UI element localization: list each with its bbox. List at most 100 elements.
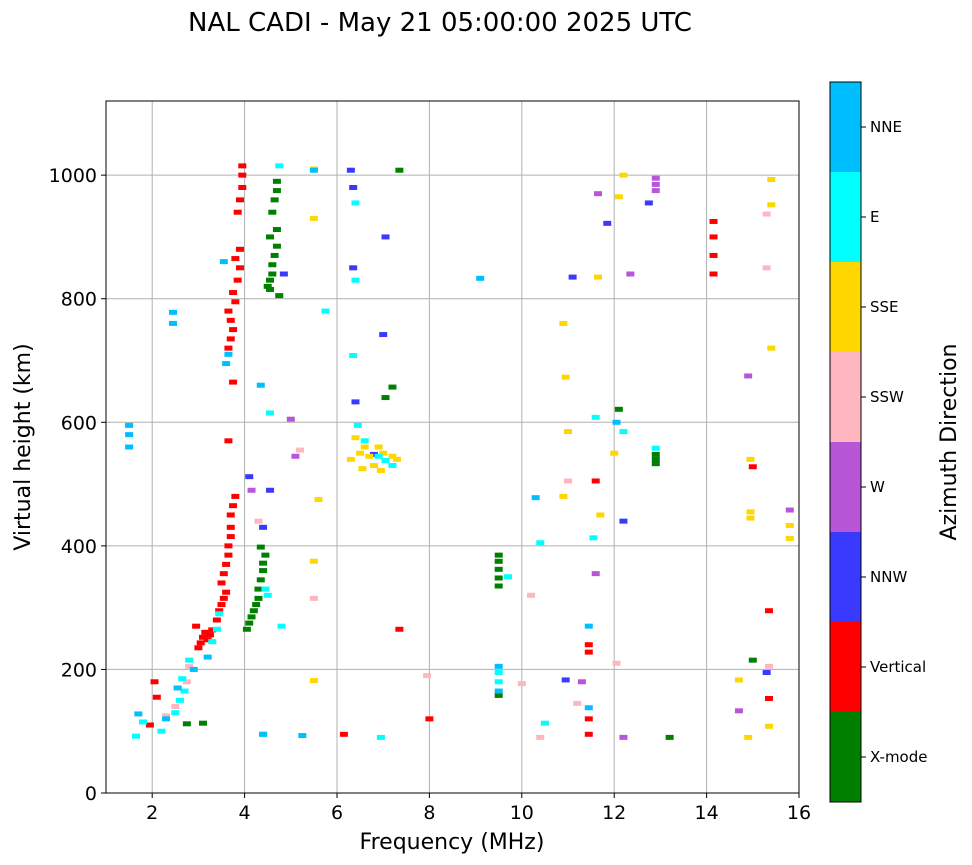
data-point	[168, 320, 177, 326]
data-point	[388, 463, 397, 469]
data-point	[309, 558, 318, 564]
data-point	[256, 544, 265, 550]
data-point	[194, 645, 203, 651]
data-point	[346, 167, 355, 173]
data-point	[162, 716, 171, 722]
y-tick-label: 800	[61, 289, 97, 311]
data-point	[132, 733, 141, 739]
x-axis: 2 4 6 8 10 12 14 16	[146, 793, 811, 824]
data-point	[261, 552, 270, 558]
data-point	[494, 566, 503, 572]
data-point	[734, 708, 743, 714]
data-point	[365, 453, 374, 459]
data-point	[651, 188, 660, 194]
data-point	[559, 320, 568, 326]
data-point	[584, 731, 593, 737]
data-point	[561, 374, 570, 380]
data-point	[203, 637, 212, 643]
y-tick-label: 400	[61, 536, 97, 558]
data-point	[651, 175, 660, 181]
data-point	[235, 246, 244, 252]
data-point	[762, 211, 771, 217]
data-point	[564, 429, 572, 435]
data-point	[395, 167, 404, 173]
data-point	[746, 509, 755, 515]
chart-title: NAL CADI - May 21 05:00:00 2025 UTC	[188, 8, 692, 38]
data-point	[215, 611, 224, 617]
data-point	[229, 290, 238, 296]
data-point	[222, 561, 231, 567]
data-point	[134, 711, 143, 717]
data-point	[709, 271, 718, 277]
data-point	[369, 451, 378, 457]
data-point	[644, 200, 653, 206]
colorbar-tick-label: X-mode	[870, 748, 927, 766]
data-point	[709, 218, 718, 224]
data-point	[767, 176, 776, 182]
data-point	[272, 243, 281, 249]
data-point	[351, 399, 360, 405]
data-point	[249, 608, 258, 614]
data-point	[171, 704, 180, 709]
data-point	[261, 586, 270, 592]
data-point	[589, 535, 598, 541]
data-point	[374, 453, 383, 459]
data-point	[235, 265, 244, 271]
data-point	[226, 534, 235, 540]
data-point	[351, 435, 360, 441]
data-point	[270, 197, 279, 203]
data-point	[233, 277, 242, 283]
data-point	[764, 608, 773, 614]
data-point	[157, 728, 166, 734]
data-point	[561, 677, 570, 683]
data-point	[568, 274, 577, 280]
data-point	[224, 543, 233, 549]
data-point	[259, 560, 268, 566]
y-tick-label: 0	[85, 783, 97, 805]
series-nnw	[245, 167, 771, 683]
data-point	[619, 429, 628, 435]
data-point	[764, 695, 773, 701]
data-point	[298, 733, 307, 739]
data-point	[229, 379, 238, 385]
data-point	[369, 463, 378, 469]
data-point	[651, 461, 660, 467]
data-point	[268, 262, 277, 268]
data-point	[277, 623, 286, 629]
data-point	[222, 361, 231, 367]
data-point	[185, 663, 194, 669]
colorbar-tick-label: NNE	[870, 118, 902, 136]
data-point	[182, 721, 191, 727]
y-axis-label: Virtual height (km)	[11, 343, 36, 550]
colorbar-segment	[830, 532, 861, 622]
axes-frame	[105, 100, 800, 794]
y-tick-label: 1000	[49, 165, 97, 187]
data-point	[266, 286, 275, 292]
data-point	[748, 657, 757, 663]
data-point	[748, 464, 757, 470]
data-point	[381, 395, 390, 401]
data-point	[619, 172, 628, 178]
data-point	[224, 351, 233, 357]
data-point	[247, 614, 256, 620]
data-point	[351, 200, 360, 206]
x-tick-label: 12	[602, 802, 626, 824]
data-point	[203, 654, 212, 660]
data-point	[296, 447, 305, 453]
data-point	[259, 524, 268, 530]
data-point	[734, 677, 743, 683]
data-point	[215, 608, 224, 614]
data-point	[591, 478, 600, 484]
data-point	[226, 524, 235, 530]
data-point	[494, 670, 503, 676]
data-point	[564, 478, 572, 484]
data-point	[610, 450, 619, 456]
data-point	[612, 419, 621, 425]
data-point	[374, 444, 383, 450]
data-point	[709, 234, 718, 240]
data-point	[619, 734, 628, 740]
colorbar-segment	[830, 82, 861, 172]
data-point	[182, 679, 191, 685]
data-point	[764, 663, 773, 669]
data-point	[150, 679, 159, 685]
